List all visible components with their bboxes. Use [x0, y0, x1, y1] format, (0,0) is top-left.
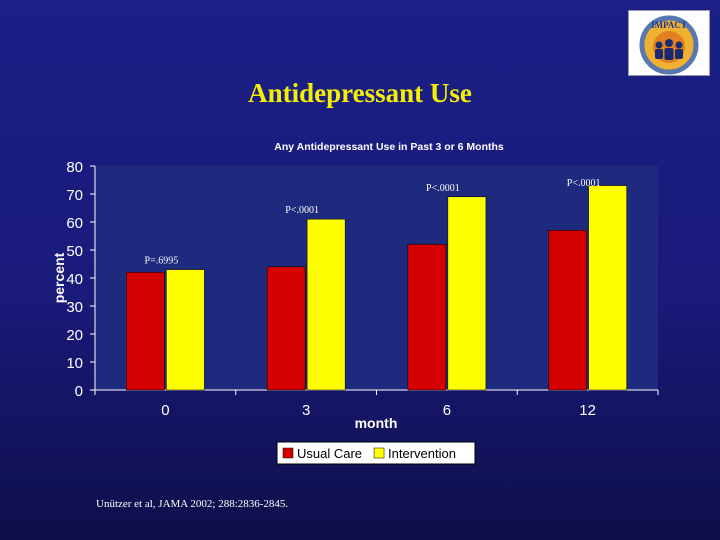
p-value-annotation: P<.0001 — [567, 178, 601, 189]
bar-usual-care-12 — [548, 230, 587, 391]
p-value-annotation: P<.0001 — [285, 205, 319, 216]
slide-title: Antidepressant Use — [248, 78, 472, 108]
chart-title: Any Antidepressant Use in Past 3 or 6 Mo… — [274, 141, 504, 153]
annotations: P=.6995 P<.0001 P<.0001 P<.0001 — [145, 178, 601, 267]
legend-label-intervention: Intervention — [388, 446, 456, 461]
legend-swatch-usual-care — [282, 447, 294, 459]
y-tick-label: 80 — [66, 159, 83, 176]
logo-text: IMPACT — [651, 20, 687, 30]
p-value-annotation: P<.0001 — [426, 183, 460, 194]
impact-logo: IMPACT — [628, 10, 710, 76]
y-tick-label: 30 — [66, 299, 83, 316]
impact-logo-graphic: IMPACT — [639, 15, 699, 75]
y-tick-label: 10 — [66, 355, 83, 372]
x-tick-label: 3 — [302, 402, 310, 419]
y-tick-label: 20 — [66, 327, 83, 344]
y-tick-label: 40 — [66, 271, 83, 288]
legend: Usual Care Intervention — [276, 441, 476, 465]
bar-intervention-0 — [166, 269, 205, 391]
legend-label-usual-care: Usual Care — [297, 446, 362, 461]
bar-intervention-12 — [588, 185, 627, 391]
bar-usual-care-3 — [266, 266, 306, 391]
x-axis-label: month — [355, 415, 398, 431]
legend-swatch-intervention — [373, 447, 385, 459]
y-axis-label: percent — [51, 252, 67, 303]
bar-intervention-6 — [447, 196, 487, 391]
bar-usual-care-6 — [407, 244, 447, 391]
y-tick-label: 0 — [75, 383, 83, 400]
y-tick-label: 50 — [66, 243, 83, 260]
bar-usual-care-0 — [126, 272, 165, 391]
x-tick-label: 0 — [161, 402, 169, 419]
bar-intervention-3 — [306, 218, 346, 391]
x-tick-label: 6 — [443, 402, 451, 419]
y-axis: 0 10 20 30 40 50 60 70 80 — [66, 159, 96, 400]
bars — [126, 185, 627, 391]
p-value-annotation: P=.6995 — [145, 256, 179, 267]
x-tick-label: 12 — [579, 402, 596, 419]
citation: Unützer et al, JAMA 2002; 288:2836-2845. — [96, 498, 289, 510]
y-tick-label: 70 — [66, 187, 83, 204]
y-tick-label: 60 — [66, 215, 83, 232]
